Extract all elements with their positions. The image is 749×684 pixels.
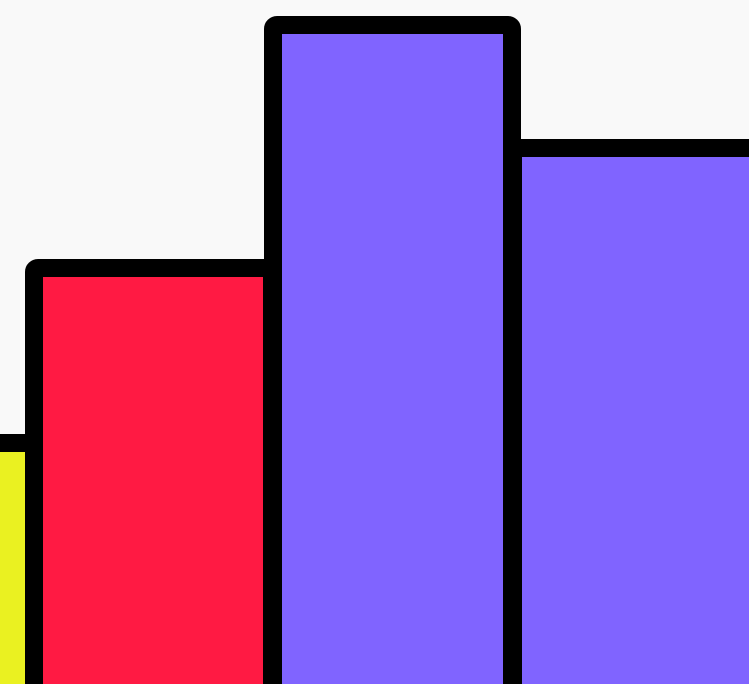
block-purple-tall <box>264 16 521 684</box>
block-red <box>25 259 281 684</box>
block-purple-right <box>504 139 749 684</box>
